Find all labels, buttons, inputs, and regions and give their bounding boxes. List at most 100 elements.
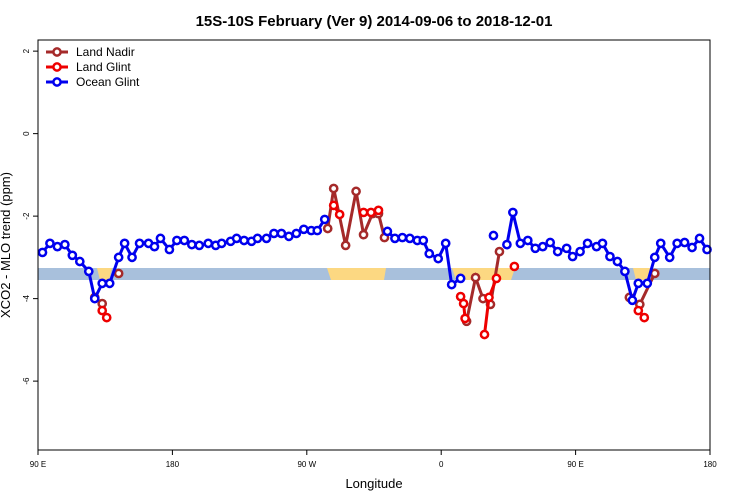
data-point (113, 268, 124, 279)
data-point (655, 238, 666, 249)
data-point (203, 238, 214, 249)
data-point (298, 224, 309, 235)
data-point (491, 273, 502, 284)
data-point (664, 252, 675, 263)
data-point (484, 292, 494, 303)
data-point (502, 239, 512, 250)
data-point (522, 235, 533, 246)
data-point (261, 233, 272, 244)
legend-label: Ocean Glint (76, 75, 140, 89)
legend-marker (52, 47, 62, 57)
data-point (561, 243, 572, 254)
data-point (479, 329, 490, 340)
data-point (649, 252, 660, 263)
data-point (119, 238, 130, 249)
data-point (67, 250, 78, 261)
data-point (639, 312, 650, 323)
data-point (545, 237, 556, 248)
x-tick-label: 90 E (30, 460, 46, 469)
data-point (373, 205, 384, 216)
data-point (319, 214, 330, 225)
data-point (164, 244, 175, 255)
data-point (552, 246, 563, 257)
data-point (455, 273, 466, 284)
data-point (60, 239, 70, 250)
data-point (104, 278, 115, 289)
data-point (37, 247, 48, 258)
y-tick-label: 0 (22, 131, 31, 136)
data-point (597, 238, 608, 249)
land-band (97, 268, 112, 280)
data-point (45, 238, 55, 249)
data-point (446, 279, 457, 290)
data-point (687, 242, 697, 253)
data-point (494, 246, 505, 257)
data-point (537, 241, 548, 252)
data-point (633, 278, 644, 289)
data-point (194, 240, 205, 251)
data-point (633, 305, 644, 316)
data-point (404, 233, 415, 244)
data-point (509, 261, 520, 272)
data-point (418, 235, 429, 246)
data-point (328, 183, 339, 194)
data-point (575, 246, 585, 257)
data-point (239, 235, 249, 246)
data-point (186, 239, 197, 250)
data-point (672, 238, 682, 249)
data-point (340, 240, 351, 251)
y-tick-label: -6 (22, 377, 31, 385)
x-tick-label: 180 (703, 460, 717, 469)
data-point (470, 272, 481, 283)
data-point (155, 233, 166, 244)
data-point (620, 266, 630, 277)
x-tick-label: 0 (439, 460, 444, 469)
data-point (382, 226, 393, 237)
data-point (390, 233, 400, 244)
legend-label: Land Glint (76, 60, 131, 74)
data-point (358, 207, 369, 218)
chart-title: 15S-10S February (Ver 9) 2014-09-06 to 2… (196, 13, 553, 30)
data-point (358, 229, 369, 240)
plot-frame (37, 39, 711, 451)
data-point (97, 278, 108, 289)
data-point (605, 251, 615, 262)
data-point (127, 252, 137, 263)
data-point (508, 207, 518, 218)
data-point (488, 230, 499, 241)
data-point (134, 238, 145, 249)
land-band (633, 268, 650, 280)
data-point (440, 238, 451, 249)
data-point (97, 305, 108, 316)
data-point (101, 312, 112, 323)
data-point (284, 231, 294, 242)
data-point (216, 238, 227, 249)
data-point (252, 233, 263, 244)
data-point (113, 252, 124, 263)
data-point (291, 228, 302, 239)
data-point (276, 228, 287, 239)
data-point (530, 243, 541, 254)
plot-area (37, 183, 712, 340)
data-point (366, 207, 376, 218)
land-band (327, 268, 386, 280)
data-point (351, 186, 361, 197)
data-point (702, 244, 712, 255)
x-tick-label: 180 (166, 460, 180, 469)
data-point (89, 293, 100, 304)
data-point (582, 238, 593, 249)
data-point (269, 228, 279, 239)
data-point (694, 233, 705, 244)
y-axis-label: XCO2 - MLO trend (ppm) (0, 172, 13, 318)
y-tick-label: -4 (22, 295, 31, 303)
x-tick-label: 90 W (297, 460, 316, 469)
data-point (328, 200, 339, 211)
data-point (52, 241, 63, 252)
y-tick-label: -2 (22, 212, 31, 220)
data-point (322, 223, 333, 234)
data-point (515, 238, 526, 249)
data-point (83, 266, 94, 277)
legend-marker (52, 77, 62, 87)
data-point (149, 241, 160, 252)
